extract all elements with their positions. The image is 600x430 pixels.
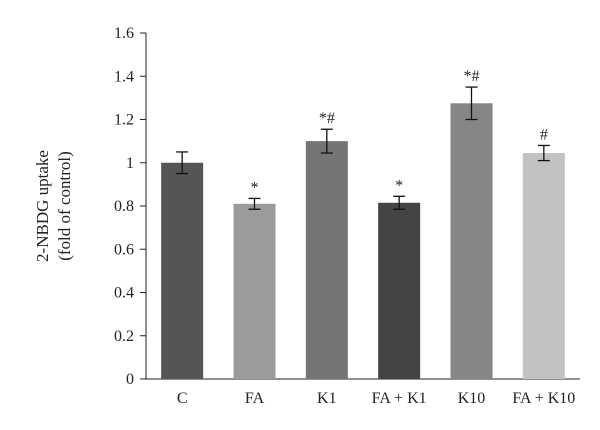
x-tick-label: C: [177, 390, 188, 407]
bar: [378, 202, 421, 379]
significance-marker: *: [395, 177, 403, 194]
significance-marker: *#: [319, 110, 335, 127]
bar: [233, 203, 276, 379]
y-axis: 0 0.2 0.4 0.6 0.8 1 1.2 1.4 1.6: [114, 25, 147, 388]
x-tick-label: K1: [317, 390, 337, 407]
y-tick-label: 0.4: [114, 285, 134, 302]
y-axis-label-line: (fold of control): [55, 151, 74, 261]
bar: [161, 162, 204, 379]
significance-marker: *#: [464, 68, 480, 85]
x-tick-label: FA: [245, 390, 265, 407]
bar: [450, 103, 493, 379]
y-axis-label-line: 2-NBDG uptake: [33, 150, 52, 262]
x-tick-label: FA + K1: [372, 390, 427, 407]
bars: [161, 103, 565, 379]
y-axis-label: 2-NBDG uptake (fold of control): [33, 150, 74, 262]
y-tick-label: 0: [126, 371, 134, 388]
y-tick-label: 1: [126, 155, 134, 172]
x-tick-label: K10: [458, 390, 486, 407]
y-tick-label: 1.2: [114, 112, 134, 129]
error-bars: [176, 86, 550, 210]
significance-markers: * *# * *# #: [251, 68, 548, 196]
bar: [522, 153, 565, 379]
significance-marker: #: [540, 126, 548, 143]
significance-marker: *: [251, 179, 259, 196]
y-tick-label: 1.6: [114, 25, 134, 42]
y-tick-label: 1.4: [114, 68, 134, 85]
x-tick-label: FA + K10: [512, 390, 575, 407]
y-tick-label: 0.2: [114, 328, 134, 345]
category-labels: C FA K1 FA + K1 K10 FA + K10: [177, 390, 575, 407]
y-tick-label: 0.8: [114, 198, 134, 215]
y-tick-label: 0.6: [114, 241, 134, 258]
bar: [305, 141, 348, 379]
